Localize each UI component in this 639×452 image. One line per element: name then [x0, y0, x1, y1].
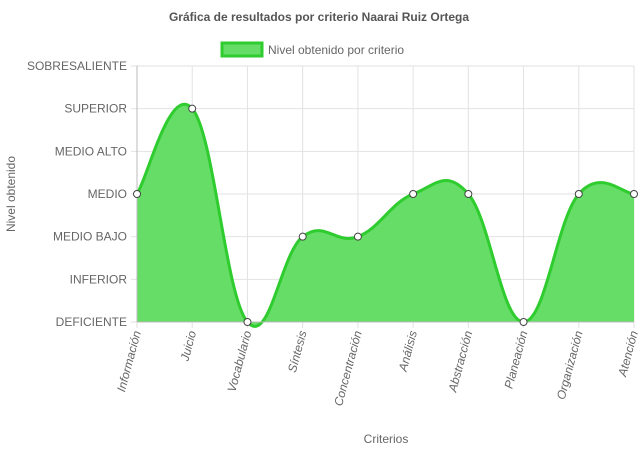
- area-series: [135, 103, 635, 328]
- data-points: [133, 104, 638, 326]
- legend-label: Nivel obtenido por criterio: [268, 43, 404, 57]
- data-point-atencion[interactable]: [630, 190, 638, 198]
- data-point-organizacion[interactable]: [574, 190, 583, 198]
- legend[interactable]: Nivel obtenido por criterio: [220, 41, 404, 58]
- y-tick-label-deficiente: DEFICIENTE: [56, 315, 127, 329]
- x-tick-label-concentracion: Concentración: [331, 329, 365, 408]
- y-axis-title: Nivel obtenido: [4, 156, 18, 232]
- data-point-analisis[interactable]: [409, 190, 418, 198]
- data-point-abstraccion[interactable]: [464, 190, 473, 198]
- x-tick-labels: Información Juicio Vocabulario Síntesis Conc…: [114, 329, 639, 408]
- y-tick-label-superior: SUPERIOR: [64, 102, 127, 116]
- x-tick-label-atencion: Atención: [615, 329, 639, 379]
- data-point-vocabulario[interactable]: [243, 318, 252, 326]
- series-line: [135, 103, 635, 328]
- x-tick-label-abstraccion: Abstracción: [445, 329, 475, 394]
- data-point-informacion[interactable]: [133, 190, 141, 198]
- chart-title: Gráfica de resultados por criterio Naara…: [169, 10, 469, 24]
- x-tick-label-vocabulario: Vocabulario: [225, 329, 255, 394]
- y-tick-label-medio: MEDIO: [88, 187, 127, 201]
- x-tick-label-juicio: Juicio: [177, 329, 199, 364]
- y-tick-label-medio-alto: MEDIO ALTO: [55, 144, 127, 158]
- x-tick-label-analisis: Análisis: [396, 329, 420, 374]
- data-point-planeacion[interactable]: [519, 318, 528, 326]
- data-point-concentracion[interactable]: [353, 232, 362, 241]
- x-tick-label-organizacion: Organización: [554, 329, 586, 401]
- x-axis-title: Criterios: [364, 432, 409, 446]
- x-tick-label-sintesis: Síntesis: [285, 329, 310, 374]
- legend-swatch: [220, 41, 264, 58]
- y-tick-label-inferior: INFERIOR: [70, 272, 128, 286]
- x-tick-label-planeacion: Planeación: [502, 329, 531, 390]
- y-tick-labels: DEFICIENTE INFERIOR MEDIO BAJO MEDIO MEDIO A…: [27, 59, 127, 329]
- data-point-sintesis[interactable]: [298, 232, 307, 241]
- data-point-juicio[interactable]: [188, 104, 197, 113]
- x-tick-label-informacion: Información: [114, 329, 144, 393]
- y-tick-label-sobresaliente: SOBRESALIENTE: [27, 59, 127, 73]
- y-tick-label-medio-bajo: MEDIO BAJO: [53, 230, 127, 244]
